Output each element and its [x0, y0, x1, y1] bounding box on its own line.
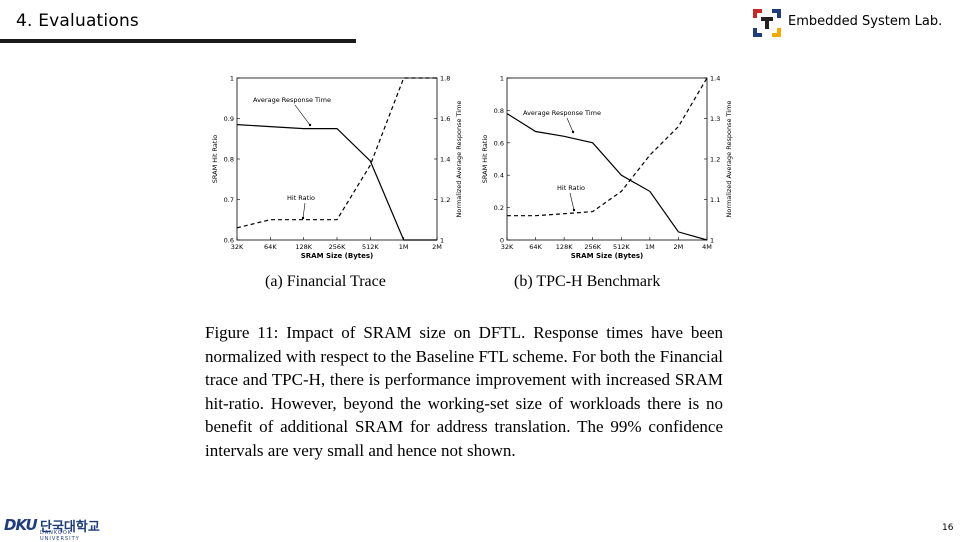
x-tick-label: 2M: [674, 243, 684, 251]
annotation-label: Average Response Time: [523, 109, 601, 117]
annotation-arrow-head: [301, 216, 305, 220]
page-number: 16: [942, 523, 954, 533]
y2-axis-label: Normalized Average Response Time: [455, 101, 463, 218]
chart-tpch-benchmark: 32K 64K 128K 256K 512K 1M 2M 4M 0 0.2 0.4 0.6 0.8 1 1 1…: [481, 75, 733, 261]
lab-name: Embedded System Lab.: [788, 14, 943, 29]
subcaption-financial-trace: (a) Financial Trace: [265, 273, 386, 290]
annotation-arrow: [569, 192, 575, 211]
y2-tick-label: 1.8: [440, 75, 450, 83]
x-tick-label: 1M: [645, 243, 655, 251]
annotation-label: Hit Ratio: [557, 184, 585, 192]
figure-11: 32K 64K 128K 256K 512K 1M 2M 0.6 0.7 0.8 0.9 1 1 1.2 1…: [205, 70, 733, 302]
x-axis-label: SRAM Size (Bytes): [301, 252, 374, 260]
y2-tick-label: 1.2: [440, 196, 450, 204]
series-line-response-time: [236, 124, 437, 241]
annotation-arrow-head: [308, 123, 312, 127]
embedded-system-lab-logo-icon: [753, 9, 781, 37]
annotation-arrow: [294, 104, 311, 126]
y2-tick-label: 1.3: [710, 115, 720, 123]
x-tick-label: 32K: [501, 243, 514, 251]
y-tick-label: 0.4: [494, 172, 504, 180]
annotation-label: Hit Ratio: [287, 194, 315, 202]
y2-tick-label: 1: [710, 237, 714, 245]
x-tick-label: 512K: [362, 243, 379, 251]
y-tick-label: 0.8: [224, 156, 234, 164]
x-tick-label: 256K: [329, 243, 346, 251]
series-line-hit-ratio: [236, 77, 437, 229]
y-axis-label: SRAM Hit Ratio: [211, 135, 219, 184]
x-tick-label: 128K: [295, 243, 312, 251]
y-tick-label: 1: [230, 75, 234, 83]
chart-financial-trace: 32K 64K 128K 256K 512K 1M 2M 0.6 0.7 0.8 0.9 1 1 1.2 1…: [211, 75, 463, 261]
y-tick-label: 0.8: [494, 107, 504, 115]
figure-caption: Figure 11: Impact of SRAM size on DFTL. …: [205, 323, 723, 460]
y2-tick-label: 1.4: [440, 156, 450, 164]
y2-tick-label: 1: [440, 237, 444, 245]
subcaption-tpch-benchmark: (b) TPC-H Benchmark: [514, 273, 661, 290]
x-tick-label: 64K: [264, 243, 277, 251]
y2-axis-label: Normalized Average Response Time: [725, 101, 733, 218]
x-tick-label: 512K: [613, 243, 630, 251]
y-tick-label: 0.7: [224, 196, 234, 204]
annotation-arrow: [302, 202, 306, 219]
x-tick-label: 2M: [432, 243, 442, 251]
x-tick-label: 128K: [556, 243, 573, 251]
y2-tick-label: 1.6: [440, 115, 450, 123]
series-line-response-time: [506, 113, 708, 241]
y2-tick-label: 1.1: [710, 196, 720, 204]
y-tick-label: 0: [500, 237, 504, 245]
x-tick-label: 32K: [231, 243, 244, 251]
university-logo: DKU 단국대학교 DANKOOK UNIVERSITY: [4, 516, 108, 542]
university-name-korean: 단국대학교: [40, 520, 100, 535]
slide-title: 4. Evaluations: [16, 11, 139, 31]
y2-tick-label: 1.4: [710, 75, 720, 83]
y-tick-label: 0.2: [494, 204, 504, 212]
annotation-arrow: [566, 117, 574, 133]
x-tick-label: 64K: [529, 243, 542, 251]
annotation-label: Average Response Time: [253, 96, 331, 104]
y-tick-label: 0.6: [494, 139, 504, 147]
y-tick-label: 1: [500, 75, 504, 83]
university-name-english: DANKOOK UNIVERSITY: [40, 530, 80, 542]
y-tick-label: 0.9: [224, 115, 234, 123]
title-underline: [0, 39, 356, 43]
x-tick-label: 1M: [399, 243, 409, 251]
series-line-hit-ratio: [507, 77, 708, 217]
y-axis-label: SRAM Hit Ratio: [481, 135, 489, 184]
x-tick-label: 4M: [702, 243, 712, 251]
x-axis-label: SRAM Size (Bytes): [571, 252, 644, 260]
university-mark: DKU: [4, 516, 38, 534]
y2-tick-label: 1.2: [710, 156, 720, 164]
annotation-arrow-head: [572, 208, 576, 212]
y-tick-label: 0.6: [224, 237, 234, 245]
x-tick-label: 256K: [584, 243, 601, 251]
annotation-arrow-head: [571, 130, 575, 134]
